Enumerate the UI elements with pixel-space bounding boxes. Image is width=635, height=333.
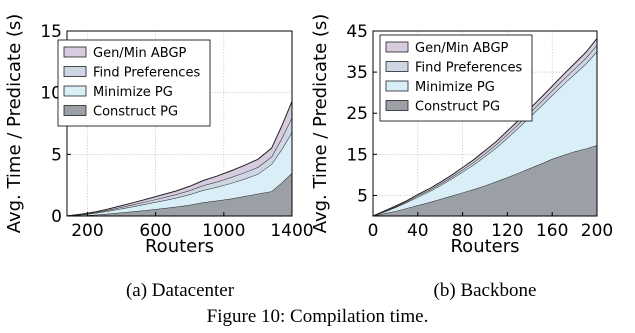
chart-backbone: 0 40 80 120 160 200 5 15 25 35 45 Routers Avg. Time … <box>310 14 613 257</box>
x-tick-label-2: 1000 <box>202 221 245 241</box>
x-tick-label-3: 120 <box>491 221 523 241</box>
legend: Gen/Min ABGP Find Preferences Minimize PG C… <box>379 34 533 122</box>
legend-label-2: Minimize PG <box>93 85 173 100</box>
area-minimize-pg <box>67 132 292 216</box>
x-axis-label: Routers <box>145 236 214 257</box>
legend-swatch-3 <box>385 100 409 111</box>
x-tick-label-0: 0 <box>368 221 379 241</box>
y-tick-label-4: 45 <box>346 22 368 42</box>
legend-swatch-0 <box>63 46 87 58</box>
x-tick-label-0: 200 <box>71 221 103 241</box>
legend-label-0: Gen/Min ABGP <box>415 41 509 56</box>
line-gen-min-abgp <box>372 38 598 217</box>
x-tick-label-3: 1400 <box>270 221 313 241</box>
chart-datacenter: 200 600 1000 1400 0 5 10 15 Routers Avg. Time / P… <box>4 14 314 257</box>
area-find-preferences <box>67 117 292 216</box>
area-construct-pg <box>373 145 597 216</box>
legend-label-1: Find Preferences <box>415 61 522 76</box>
y-axis-label: Avg. Time / Predicate (s) <box>4 14 25 234</box>
y-axis-label: Avg. Time / Predicate (s) <box>310 14 331 234</box>
area-construct-pg <box>67 172 292 216</box>
y-tick-label-0: 0 <box>51 207 62 227</box>
legend-swatch-1 <box>63 66 87 77</box>
legend-label-3: Construct PG <box>415 100 500 115</box>
line-gen-min-abgp <box>66 101 293 217</box>
legend-label-1: Find Preferences <box>93 66 200 81</box>
y-tick-label-1: 15 <box>346 145 368 165</box>
x-axis-label: Routers <box>450 236 519 257</box>
x-tick-label-2: 80 <box>452 221 474 241</box>
x-tick-label-5: 200 <box>581 221 613 241</box>
figure-caption: Figure 10: Compilation time. <box>206 306 429 327</box>
subcaption-datacenter: (a) Datacenter <box>125 280 235 301</box>
area-gen-min-abgp <box>67 101 292 216</box>
y-tick-label-3: 35 <box>346 63 368 83</box>
legend: Gen/Min ABGP Find Preferences Minimize PG C… <box>57 39 211 127</box>
legend-swatch-2 <box>385 80 409 92</box>
legend-label-3: Construct PG <box>93 105 178 120</box>
legend-swatch-1 <box>385 61 409 72</box>
x-tick-label-1: 600 <box>139 221 171 241</box>
legend-label-2: Minimize PG <box>415 80 495 95</box>
legend-swatch-3 <box>63 105 87 116</box>
x-tick-label-1: 40 <box>407 221 429 241</box>
legend-swatch-2 <box>63 85 87 97</box>
plot-frame <box>372 30 598 217</box>
y-tick-label-0: 5 <box>357 186 368 206</box>
y-tick-label-1: 5 <box>51 145 62 165</box>
legend-label-0: Gen/Min ABGP <box>93 46 187 61</box>
subcaption-backbone: (b) Backbone <box>433 280 537 301</box>
x-tick-label-4: 160 <box>536 221 568 241</box>
area-minimize-pg <box>373 51 597 217</box>
y-tick-label-2: 10 <box>40 84 62 104</box>
legend-swatch-0 <box>385 41 409 53</box>
y-tick-label-3: 15 <box>40 22 62 42</box>
y-tick-label-2: 25 <box>346 104 368 124</box>
